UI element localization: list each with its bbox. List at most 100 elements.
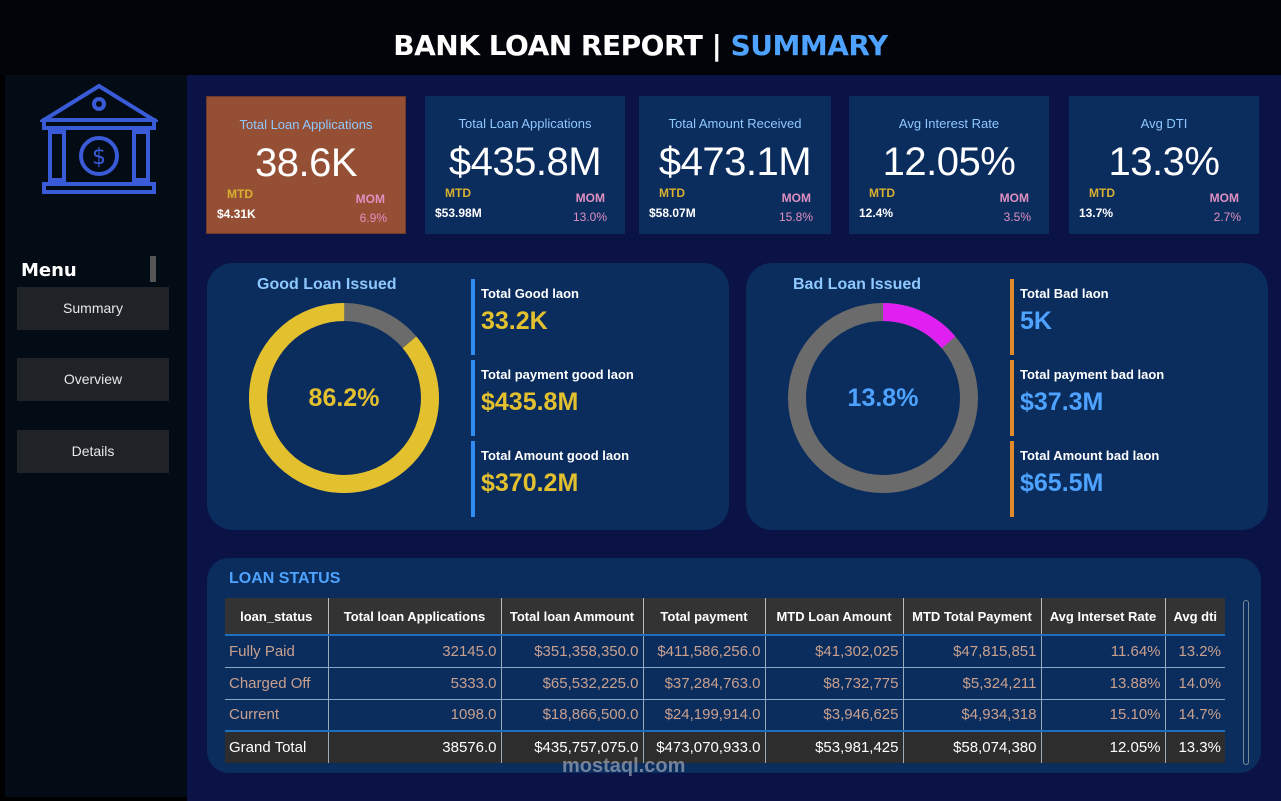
stat-card: Total payment good laon $435.8M [471,360,711,436]
donut-chart [249,303,439,493]
table-cell: 13.2% [1164,635,1225,668]
kpi-mtd-value: $4.31K [217,207,256,221]
title-text: BANK LOAN REPORT | [393,29,731,62]
table-scrollbar[interactable] [1243,600,1249,765]
table-cell: $41,302,025 [764,635,903,668]
donut-percent: 13.8% [847,384,919,412]
menu-overview-button[interactable]: Overview [17,358,169,401]
stat-value: $37.3M [1020,388,1104,416]
kpi-mom-value: 6.9% [359,211,387,225]
stat-value: $435.8M [481,388,579,416]
kpi-label: Total Loan Applications [458,116,592,131]
sidebar: $ Menu Summary Overview Details [5,75,187,797]
kpi-mtd-label: MTD [869,186,895,200]
title-accent: SUMMARY [730,29,889,62]
table-cell: $24,199,914.0 [642,699,765,732]
report-title: BANK LOAN REPORT | SUMMARY [0,0,1281,75]
table-cell: $3,946,625 [764,699,903,732]
table-cell: $4,934,318 [902,699,1041,732]
watermark: mostaql.com [562,755,686,777]
loan-status-panel: LOAN STATUS loan_status Total loan Applic… [207,558,1261,773]
donut-percent: 86.2% [308,384,380,412]
stat-value: $65.5M [1020,469,1104,497]
loan-status-title: LOAN STATUS [229,570,341,587]
stat-card: Total Amount bad laon $65.5M [1010,441,1250,517]
kpi-value: 13.3% [1108,140,1220,184]
column-header[interactable]: MTD Loan Amount [764,598,903,636]
menu-details-button[interactable]: Details [17,430,169,473]
main-content: Total Loan Applications 38.6K MTD $4.31K… [187,75,1281,801]
kpi-mom-label: MOM [1209,191,1239,205]
stat-label: Total Good laon [481,286,579,301]
table-cell: 14.7% [1164,699,1225,732]
kpi-mom-value: 2.7% [1213,210,1241,224]
kpi-mom-label: MOM [355,192,385,206]
kpi-mtd-label: MTD [659,186,685,200]
menu-title: Menu [21,260,77,281]
donut-fill [788,303,978,493]
kpi-label: Avg Interest Rate [898,116,1000,131]
table-cell: 14.0% [1164,667,1225,700]
kpi-card: Avg DTI 13.3% MTD 13.7% MOM 2.7% [1069,96,1259,234]
stat-card: Total payment bad laon $37.3M [1010,360,1250,436]
column-header[interactable]: Avg Interset Rate [1040,598,1165,636]
table-cell: 13.3% [1164,730,1225,763]
kpi-mtd-label: MTD [227,187,253,201]
column-header[interactable]: Avg dti [1164,598,1225,636]
kpi-mtd-label: MTD [445,186,471,200]
column-header[interactable]: loan_status [225,598,328,636]
column-header[interactable]: Total payment [642,598,765,636]
kpi-card: Avg Interest Rate 12.05% MTD 12.4% MOM 3… [849,96,1049,234]
table-cell: $473,070,933.0 [642,730,765,763]
table-cell: $8,732,775 [764,667,903,700]
kpi-mtd-value: $53.98M [435,206,482,220]
table-cell: $435,757,075.0 [500,730,643,763]
kpi-value: $435.8M [448,140,602,184]
table-cell: $58,074,380 [902,730,1041,763]
kpi-mom-label: MOM [999,191,1029,205]
good-loan-panel: Good Loan Issued 86.2% Total Good laon 3… [207,263,729,530]
stat-label: Total Amount bad laon [1020,448,1160,463]
table-cell: 13.88% [1040,667,1165,700]
kpi-value: $473.1M [658,140,812,184]
kpi-mom-label: MOM [781,191,811,205]
svg-text:$: $ [92,145,106,170]
table-cell: $47,815,851 [902,635,1041,668]
table-cell: 1098.0 [327,699,501,732]
bank-icon: $ [40,83,158,194]
table-cell: $65,532,225.0 [500,667,643,700]
stat-card: Total Good laon 33.2K [471,279,711,355]
kpi-mtd-value: 12.4% [859,206,894,220]
table-cell: $5,324,211 [902,667,1041,700]
kpi-card: Total Loan Applications 38.6K MTD $4.31K… [206,96,406,234]
kpi-mtd-label: MTD [1089,186,1115,200]
kpi-mom-value: 15.8% [778,210,813,224]
donut-chart [788,303,978,493]
table-cell: 15.10% [1040,699,1165,732]
menu-scrollbar[interactable] [150,256,156,282]
stat-value: 5K [1020,307,1052,335]
table-cell: $18,866,500.0 [500,699,643,732]
stat-value: $370.2M [481,469,579,497]
table-cell: 11.64% [1040,635,1165,668]
stat-card: Total Bad laon 5K [1010,279,1250,355]
table-cell: Current [225,699,328,732]
stat-label: Total Bad laon [1020,286,1109,301]
menu-summary-button[interactable]: Summary [17,287,169,330]
kpi-value: 12.05% [882,140,1016,184]
kpi-card: Total Amount Received $473.1M MTD $58.07… [639,96,831,234]
table-cell: Grand Total [225,730,328,763]
kpi-label: Avg DTI [1140,116,1188,131]
column-header[interactable]: Total loan Ammount [500,598,643,636]
table-row: Current 1098.0 $18,866,500.0 $24,199,914.0 $… [225,699,1225,732]
column-header[interactable]: MTD Total Payment [902,598,1041,636]
kpi-mtd-value: 13.7% [1079,206,1114,220]
kpi-mtd-value: $58.07M [649,206,696,220]
stat-label: Total payment bad laon [1020,367,1165,382]
table-cell: $37,284,763.0 [642,667,765,700]
table-cell: 5333.0 [327,667,501,700]
table-cell: 38576.0 [327,730,501,763]
kpi-card: Total Loan Applications $435.8M MTD $53.… [425,96,625,234]
table-cell: $411,586,256.0 [642,635,765,668]
column-header[interactable]: Total loan Applications [327,598,501,636]
